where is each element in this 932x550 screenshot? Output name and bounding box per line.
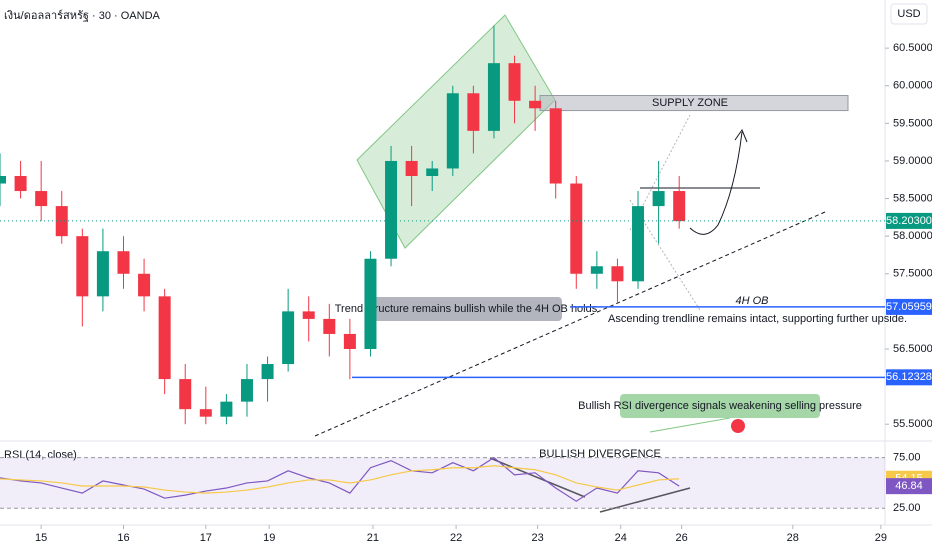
candle-body <box>158 296 171 380</box>
candle-body <box>117 251 130 274</box>
candle-body <box>282 311 295 365</box>
candle-body <box>487 63 500 131</box>
projection-arrow <box>689 131 743 235</box>
y-tick-label: 58.50000 <box>893 192 932 204</box>
annotation: 4H OB <box>735 295 768 307</box>
price-badge-label: 56.12328 <box>886 371 932 383</box>
x-tick-label: 29 <box>875 532 887 544</box>
arrow-head <box>734 128 748 143</box>
y-tick-label: 60.50000 <box>893 42 932 54</box>
candle-body <box>35 191 48 207</box>
candle-body <box>426 168 439 176</box>
symbol-title: เงิน/ดอลลาร์สหรัฐ · 30 · OANDA <box>4 9 161 22</box>
y-tick-label: 57.50000 <box>893 268 932 280</box>
x-tick-label: 23 <box>531 532 543 544</box>
x-tick-label: 24 <box>615 532 627 544</box>
price-badge <box>886 298 932 315</box>
candle-body <box>261 364 274 380</box>
candle-body <box>508 63 521 101</box>
price-badge-label: 46.84 <box>895 480 923 492</box>
candle-body <box>446 93 459 169</box>
x-tick-label: 22 <box>450 532 462 544</box>
candle-body <box>385 160 398 259</box>
y-tick-label: 60.00000 <box>893 80 932 92</box>
currency-box <box>890 3 928 25</box>
annotation: Trend structure remains bullish while th… <box>335 303 598 315</box>
candle-body <box>652 191 665 207</box>
candle-body <box>302 311 315 319</box>
rsi-line <box>0 465 680 494</box>
y-tick-label: 59.00000 <box>893 155 932 167</box>
candle-body <box>138 273 151 297</box>
price-badge <box>886 369 932 386</box>
candle-body <box>467 93 480 131</box>
candle-body <box>529 100 542 109</box>
candle-body <box>590 266 603 274</box>
x-tick-label: 16 <box>117 532 129 544</box>
candle-body <box>14 176 27 192</box>
x-tick-label: 19 <box>263 532 275 544</box>
x-tick-label: 26 <box>676 532 688 544</box>
candle-body <box>673 191 686 222</box>
price-badge <box>886 478 932 495</box>
note-box <box>620 394 820 418</box>
note-box <box>370 297 562 321</box>
x-tick-label: 17 <box>200 532 212 544</box>
candle-body <box>76 236 89 297</box>
candle-body <box>632 206 645 282</box>
x-tick-label: 21 <box>367 532 379 544</box>
divergence-line <box>599 487 691 513</box>
x-tick-label: 15 <box>35 532 47 544</box>
candle-body <box>570 183 583 274</box>
candle-body <box>364 258 377 349</box>
candle-body <box>220 401 233 417</box>
price-badge <box>886 212 932 229</box>
candle-body <box>240 379 253 402</box>
y-tick-label: 56.50000 <box>893 343 932 355</box>
rsi-line <box>0 456 680 502</box>
trendline <box>314 211 826 437</box>
currency: USD <box>897 8 920 20</box>
price-badge-label: 57.05959 <box>886 301 932 313</box>
y-tick-label: 58.00000 <box>893 230 932 242</box>
candle-body <box>179 379 192 410</box>
y-tick-label: 59.50000 <box>893 117 932 129</box>
candle-body <box>199 409 212 417</box>
y-tick-label: 25.00 <box>893 502 921 514</box>
candle-body <box>549 108 562 184</box>
divergence-line <box>489 457 586 498</box>
annotation: BULLISH DIVERGENCE <box>539 448 661 460</box>
candle-body <box>323 318 336 334</box>
candle-body <box>96 251 109 297</box>
x-tick-label: 28 <box>787 532 799 544</box>
candle-body <box>55 206 68 237</box>
annotation: Bullish RSI divergence signals weakening… <box>578 400 862 412</box>
annotation: Ascending trendline remains intact, supp… <box>608 313 907 325</box>
candle-body <box>0 176 6 184</box>
event-icon <box>731 419 745 433</box>
callout-line <box>649 417 731 433</box>
supply-zone-label: SUPPLY ZONE <box>652 97 728 109</box>
price-badge-label: 58.20300 <box>886 215 932 227</box>
y-tick-label: 55.50000 <box>893 418 932 430</box>
candle-body <box>611 266 624 282</box>
rsi-band <box>0 457 885 509</box>
candle-body <box>343 333 356 349</box>
y-tick-label: 75.00 <box>893 452 921 464</box>
candle-body <box>405 160 418 176</box>
